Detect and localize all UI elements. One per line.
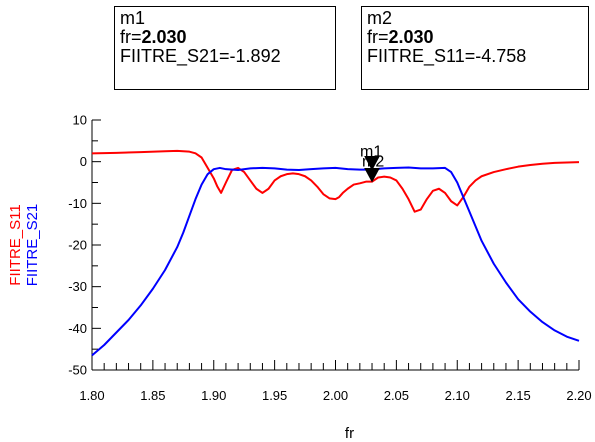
series-line-2 xyxy=(91,166,580,357)
axis-label-layer: fr FIITRE_S11 FIITRE_S21 xyxy=(7,204,354,442)
y-tick-label: -40 xyxy=(68,321,87,336)
marker-frequency-value: 2.030 xyxy=(141,27,187,47)
x-tick-label: 1.85 xyxy=(140,388,165,403)
x-tick-label: 2.05 xyxy=(384,388,409,403)
marker-frequency-value: 2.030 xyxy=(388,27,434,47)
series-layer xyxy=(91,149,580,357)
y-axis-label-2: FIITRE_S21 xyxy=(24,204,41,287)
x-tick-label: 1.90 xyxy=(201,388,226,403)
plot-marker-m1 xyxy=(364,156,380,171)
y-tick-label: 0 xyxy=(80,154,87,169)
axes: 10 0 -10 -20 -30 -40 -50 1.80 1.85 1.90 1.95 2.00 2.… xyxy=(68,113,591,404)
y-tick-label: -20 xyxy=(68,238,87,253)
x-tick-label: 1.95 xyxy=(262,388,287,403)
x-tick-label: 2.00 xyxy=(323,388,348,403)
marker-frequency-label: fr= xyxy=(367,27,389,47)
plot-marker-m2 xyxy=(364,167,380,183)
y-tick-label: 10 xyxy=(73,113,87,128)
x-tick-label: 2.10 xyxy=(445,388,470,403)
y-tick-label: -30 xyxy=(68,279,87,294)
marker-value: FIITRE_S11=-4.758 xyxy=(367,46,527,66)
y-tick-label: -50 xyxy=(68,363,87,378)
marker-frequency-label: fr= xyxy=(120,27,142,47)
x-tick-label: 2.20 xyxy=(566,388,591,403)
marker-name: m2 xyxy=(367,8,393,28)
marker-frequency: fr=2.030 xyxy=(367,28,585,47)
plot-marker-label-m2: m2 xyxy=(362,154,384,171)
series-line-1 xyxy=(91,149,580,213)
plot-marker-label-m1: m1 xyxy=(360,144,382,161)
x-axis-label: fr xyxy=(345,425,354,442)
y-tick-label: -10 xyxy=(68,196,87,211)
marker-value: FIITRE_S21=-1.892 xyxy=(120,46,281,66)
marker-readout-m2: m2 fr=2.030 FIITRE_S11=-4.758 xyxy=(361,6,589,90)
y-axis-label-1: FIITRE_S11 xyxy=(7,204,24,285)
x-tick-label: 2.15 xyxy=(505,388,530,403)
marker-readout-m1: m1 fr=2.030 FIITRE_S21=-1.892 xyxy=(114,6,336,90)
x-tick-label: 1.80 xyxy=(79,388,104,403)
marker-name: m1 xyxy=(120,8,146,28)
marker-frequency: fr=2.030 xyxy=(120,28,332,47)
